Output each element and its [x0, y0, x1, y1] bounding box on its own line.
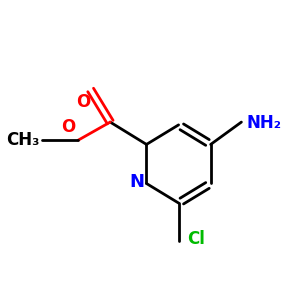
Text: CH₃: CH₃ [6, 131, 39, 149]
Text: O: O [61, 118, 75, 136]
Text: O: O [76, 93, 91, 111]
Text: NH₂: NH₂ [247, 115, 282, 133]
Text: Cl: Cl [187, 230, 205, 248]
Text: N: N [129, 173, 144, 191]
